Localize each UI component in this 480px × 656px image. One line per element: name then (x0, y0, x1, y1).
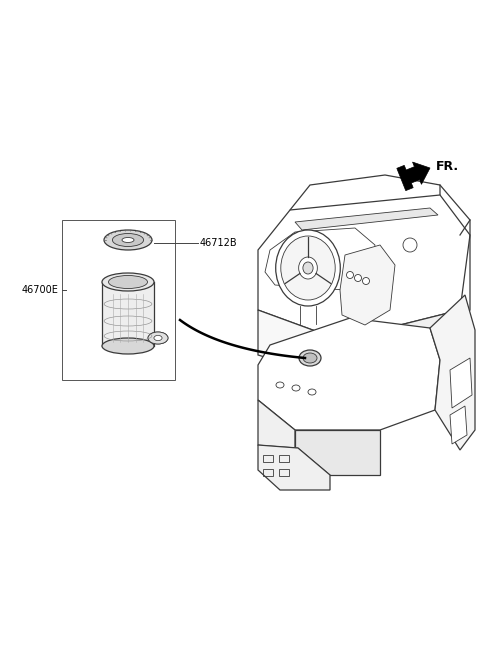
Ellipse shape (148, 332, 168, 344)
Ellipse shape (281, 236, 335, 300)
Polygon shape (258, 195, 470, 340)
Polygon shape (397, 162, 430, 191)
Polygon shape (258, 318, 440, 430)
Ellipse shape (292, 385, 300, 391)
Bar (263, 455, 273, 462)
Circle shape (403, 238, 417, 252)
Ellipse shape (362, 277, 370, 285)
Ellipse shape (276, 382, 284, 388)
Polygon shape (450, 406, 467, 444)
Polygon shape (258, 445, 330, 490)
Bar (62, 220, 175, 380)
Ellipse shape (102, 273, 154, 291)
Text: 46700E: 46700E (22, 285, 59, 295)
Bar (263, 469, 273, 476)
Ellipse shape (303, 262, 313, 274)
Ellipse shape (108, 276, 147, 289)
Ellipse shape (154, 335, 162, 340)
Ellipse shape (148, 332, 168, 344)
Ellipse shape (299, 350, 321, 366)
Polygon shape (340, 310, 460, 380)
Text: FR.: FR. (436, 161, 459, 173)
Ellipse shape (276, 230, 340, 306)
Polygon shape (265, 228, 375, 290)
Polygon shape (450, 358, 472, 408)
Ellipse shape (303, 353, 317, 363)
Polygon shape (258, 310, 340, 380)
Polygon shape (295, 208, 438, 230)
Bar (279, 455, 289, 462)
Ellipse shape (122, 237, 134, 243)
Ellipse shape (112, 234, 144, 247)
Ellipse shape (347, 272, 353, 279)
Ellipse shape (299, 257, 317, 279)
Polygon shape (258, 445, 330, 475)
Polygon shape (102, 282, 154, 346)
Bar (279, 469, 289, 476)
Text: 46712B: 46712B (200, 238, 238, 248)
Ellipse shape (154, 335, 162, 340)
Polygon shape (295, 430, 380, 475)
Polygon shape (430, 295, 475, 450)
Ellipse shape (102, 338, 154, 354)
Ellipse shape (308, 389, 316, 395)
Polygon shape (340, 245, 395, 325)
Ellipse shape (355, 274, 361, 281)
Polygon shape (258, 400, 295, 475)
Ellipse shape (104, 230, 152, 250)
